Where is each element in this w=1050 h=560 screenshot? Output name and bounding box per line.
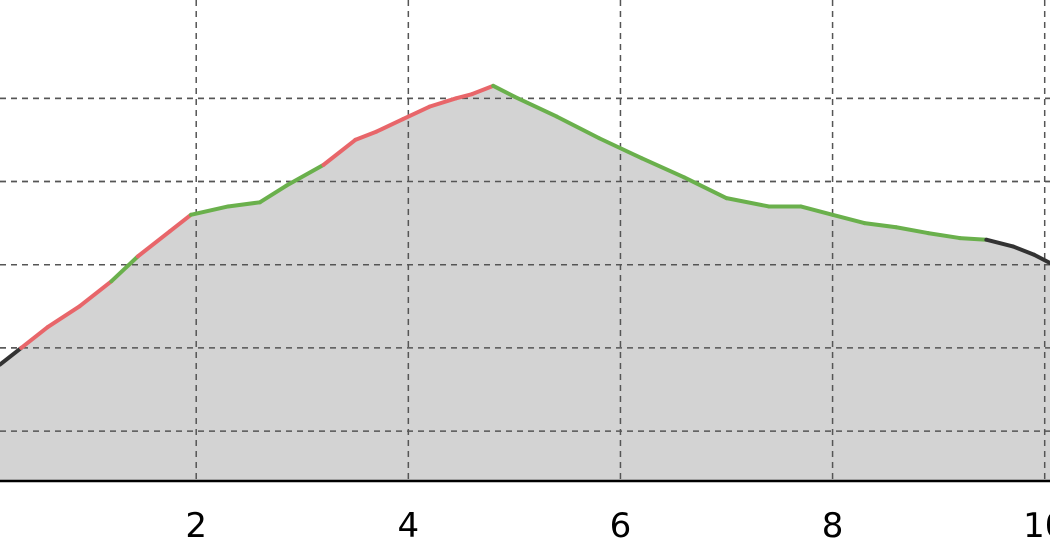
line-segment-33-flat (1010, 244, 1037, 257)
line-segment-17-ascent (469, 83, 496, 97)
line-segment-4-descent (109, 254, 140, 284)
line-segment-18-descent (491, 83, 517, 99)
line-segment-3-ascent (77, 279, 114, 309)
line-segment-0-flat (0, 345, 24, 367)
line-segment-32-flat (984, 237, 1015, 249)
line-segment-27-descent (830, 212, 867, 226)
line-segment-28-descent (862, 221, 899, 230)
line-segment-31-descent (957, 236, 989, 242)
line-segment-15-ascent (427, 96, 459, 109)
line-segment-23-descent (682, 175, 729, 201)
line-segment-21-descent (597, 136, 644, 161)
line-segment-10-descent (284, 162, 326, 188)
line-segment-16-ascent (454, 92, 474, 101)
x-tick-label-8: 8 (822, 506, 844, 546)
line-segment-8-descent (226, 200, 262, 209)
elevation-line (0, 83, 1050, 367)
line-segment-6-ascent (167, 212, 193, 234)
line-segment-20-descent (554, 114, 602, 141)
line-segment-22-descent (639, 156, 687, 180)
line-segment-29-descent (894, 225, 931, 236)
line-segment-1-ascent (19, 325, 50, 350)
line-segment-19-descent (512, 94, 559, 119)
grid-over-layer (0, 0, 1050, 481)
line-segment-13-ascent (374, 117, 406, 134)
line-segment-12-ascent (353, 129, 379, 142)
elevation-area-fill (0, 85, 1050, 481)
line-segment-2-ascent (45, 304, 82, 330)
x-tick-label-2: 2 (185, 506, 207, 546)
line-segment-5-ascent (135, 229, 172, 259)
line-segment-11-ascent (321, 137, 358, 167)
line-segment-34-flat (1032, 252, 1050, 266)
line-segment-30-descent (926, 231, 962, 241)
line-segment-7-descent (188, 204, 231, 217)
line-segment-9-descent (257, 183, 289, 205)
x-tick-label-4: 4 (398, 506, 420, 546)
x-tick-labels: 2 4 6 8 10 (185, 506, 1050, 546)
line-segment-26-descent (798, 204, 835, 217)
line-segment-14-ascent (401, 104, 432, 122)
line-segment-24-descent (724, 196, 771, 209)
x-tick-label-10: 10 (1023, 506, 1050, 546)
x-tick-label-6: 6 (610, 506, 632, 546)
